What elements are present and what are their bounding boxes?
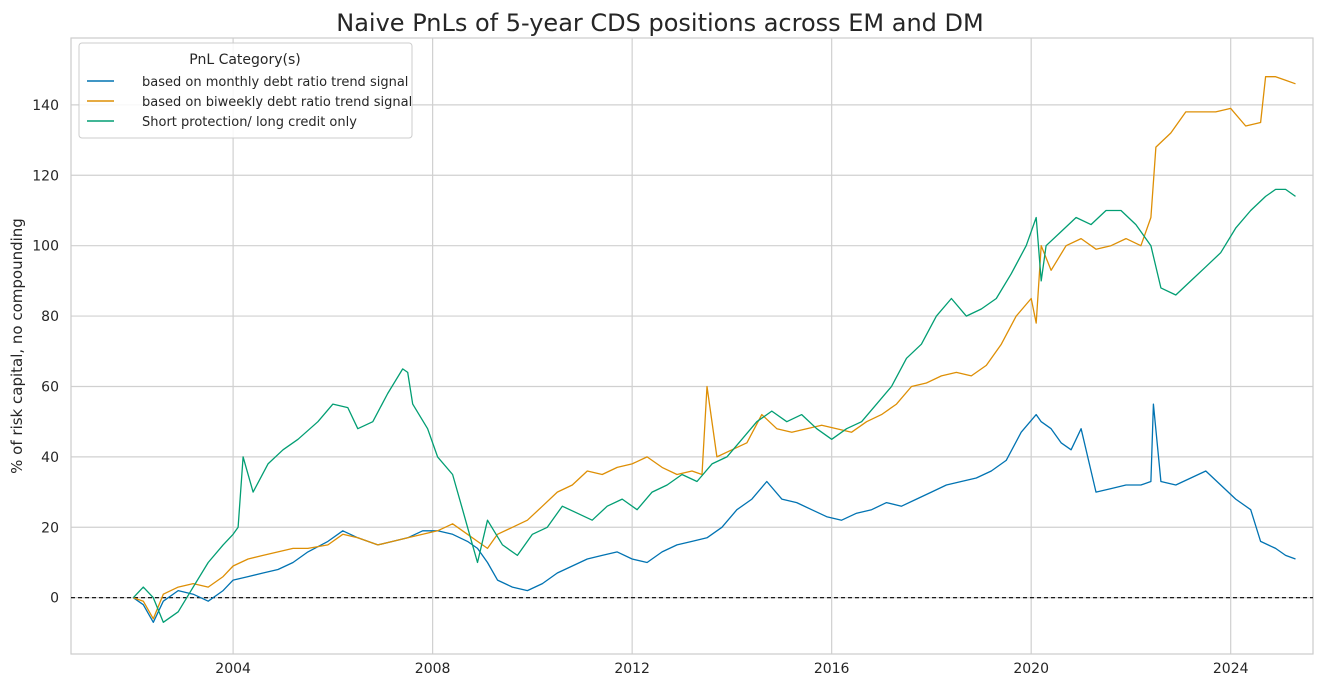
legend-box: [78, 42, 413, 139]
tick-labels: 2004 2008 2012 2016 2020 2024 0 20 40 60 80 100 120 1…: [32, 98, 1248, 677]
series-line-2: [133, 76, 1296, 620]
y-tick-label: 140: [32, 98, 59, 114]
legend-label-3: Short protection/ long credit only: [142, 115, 357, 130]
y-tick-label: 20: [41, 520, 59, 536]
legend-title: PnL Category(s): [189, 52, 301, 68]
y-tick-label: 60: [41, 379, 59, 395]
y-tick-label: 0: [50, 591, 59, 607]
x-tick-label: 2024: [1213, 661, 1249, 677]
x-tick-label: 2008: [415, 661, 451, 677]
y-tick-label: 80: [41, 309, 59, 325]
series-line-1: [132, 403, 1296, 623]
series-line-3: [132, 188, 1296, 623]
legend-items: based on monthly debt ratio trend signal…: [87, 75, 412, 130]
legend-label-1: based on monthly debt ratio trend signal: [142, 75, 408, 90]
y-axis-label: % of risk capital, no compounding: [8, 218, 26, 474]
x-tick-label: 2020: [1013, 661, 1049, 677]
legend-label-2: based on biweekly debt ratio trend signa…: [142, 95, 412, 110]
y-tick-label: 100: [32, 239, 59, 255]
grid: [71, 38, 1313, 654]
chart-title: Naive PnLs of 5-year CDS positions acros…: [336, 9, 983, 37]
legend: PnL Category(s) based on monthly debt ra…: [78, 42, 413, 139]
x-tick-label: 2016: [814, 661, 850, 677]
x-tick-label: 2004: [215, 661, 251, 677]
y-tick-label: 120: [32, 168, 59, 184]
x-tick-label: 2012: [614, 661, 650, 677]
plot-frame: [70, 37, 1314, 655]
y-tick-label: 40: [41, 450, 59, 466]
series-layer: [132, 76, 1296, 623]
